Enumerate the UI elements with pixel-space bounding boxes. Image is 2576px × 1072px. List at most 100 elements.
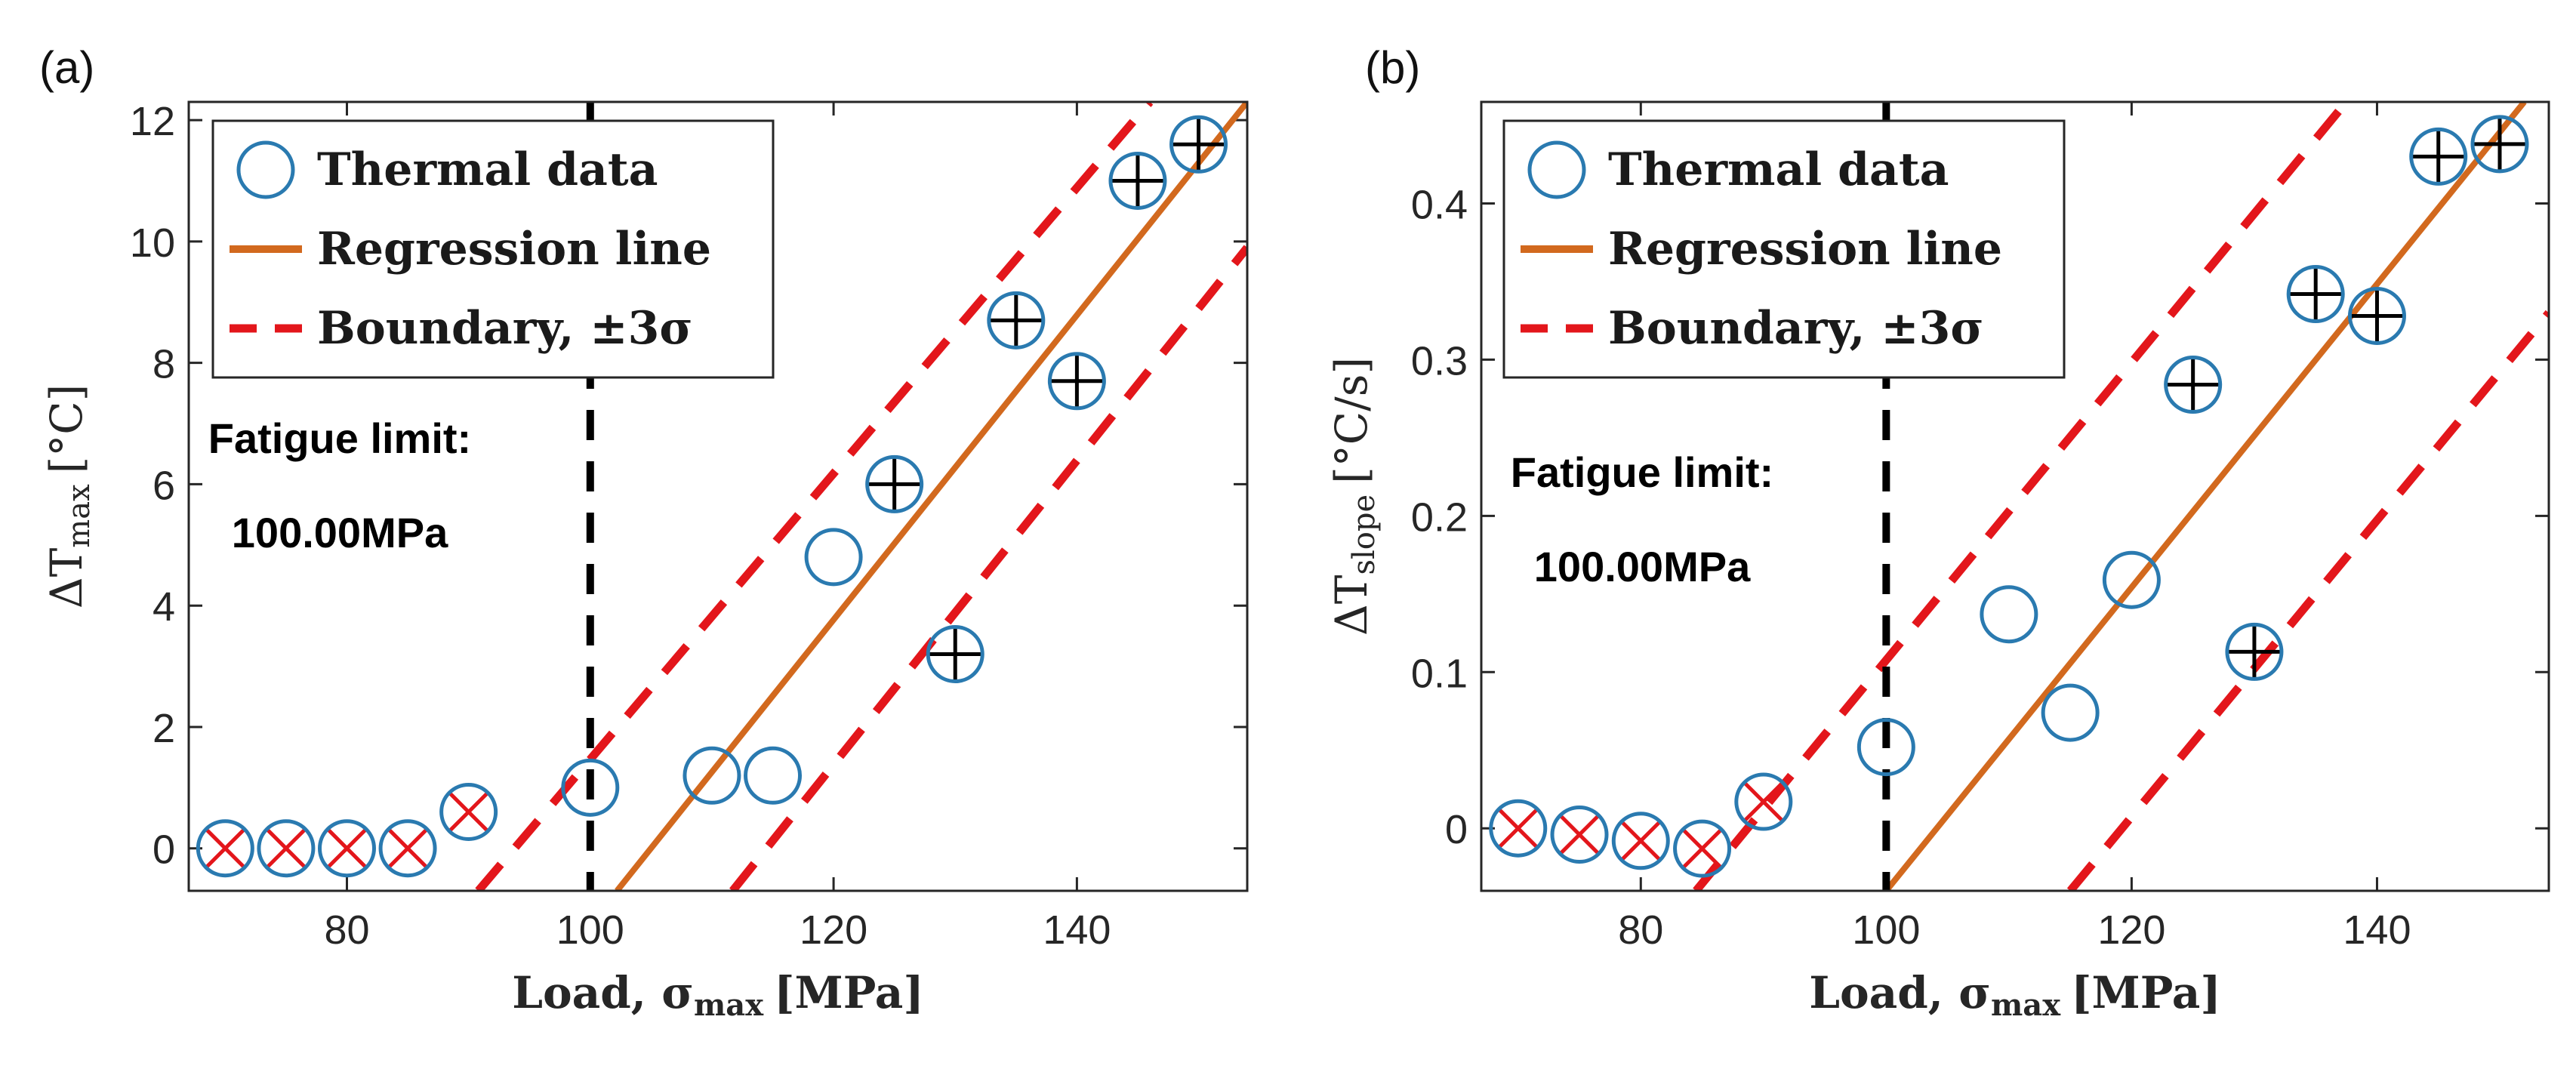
svg-text:ΔTslope[°C/s]: ΔTslope [°C/s] xyxy=(1326,357,1382,636)
legend-box xyxy=(1502,119,2066,379)
legend-box xyxy=(211,119,775,379)
x-tick-label: 80 xyxy=(324,907,369,953)
panel-label: (b) xyxy=(1365,42,1420,93)
data-point xyxy=(2409,127,2468,186)
y-tick-label: 2 xyxy=(153,706,175,751)
data-point xyxy=(2225,622,2284,681)
y-tick-label: 10 xyxy=(130,220,175,266)
x-axis-label-sub: max xyxy=(694,987,764,1023)
data-point xyxy=(561,758,620,817)
fatigue-limit-title: Fatigue limit: xyxy=(208,414,471,462)
y-tick-label: 12 xyxy=(130,99,175,144)
data-point xyxy=(1857,718,1915,777)
x-tick-label: 140 xyxy=(2343,907,2411,953)
regression-line xyxy=(615,102,1247,891)
data-point xyxy=(1611,812,1670,870)
legend: Thermal data Regression line Boundary, ±3σ xyxy=(211,119,775,379)
cross-marker xyxy=(204,827,247,870)
chart-panel-a: (a) 0 2 4 6 8 10 12 80 100 120 140 Fatigue limit:… xyxy=(39,42,1249,1023)
data-point xyxy=(2102,550,2161,609)
legend-circle-symbol xyxy=(1527,140,1586,199)
legend-entry-label: Thermal data xyxy=(317,143,658,196)
y-tick-label: 4 xyxy=(153,584,175,630)
data-point xyxy=(1108,152,1167,210)
boundary-lower-line xyxy=(2066,310,2549,891)
fatigue-limit-value: 100.00MPa xyxy=(232,509,448,556)
y-axis-label-unit: [°C/s] xyxy=(1326,357,1377,484)
data-point xyxy=(257,819,316,878)
y-tick-label: 6 xyxy=(153,463,175,508)
x-axis-label-main: Load, σ xyxy=(512,967,694,1018)
x-axis-label-unit: [MPa] xyxy=(774,967,924,1018)
data-point xyxy=(926,625,984,683)
data-point xyxy=(2164,356,2223,414)
legend-entry-label: Regression line xyxy=(317,223,711,276)
y-tick-label: 0.1 xyxy=(1411,651,1468,696)
x-tick-labels: 80 100 120 140 xyxy=(324,907,1111,953)
boundary-lower-line xyxy=(729,245,1247,891)
regression-line-group xyxy=(1884,102,2527,891)
data-point xyxy=(196,819,254,878)
x-axis-label-sub: max xyxy=(1991,987,2061,1023)
regression-line-group xyxy=(615,102,1247,891)
data-point xyxy=(1550,806,1609,864)
svg-text:Load, σmax[MPa]: Load, σmax [MPa] xyxy=(1809,967,2221,1023)
fatigue-limit-title: Fatigue limit: xyxy=(1511,448,1773,496)
data-point xyxy=(1673,819,1732,878)
data-point xyxy=(1980,585,2038,644)
x-axis-label: Load, σmax [MPa] xyxy=(1809,967,2221,1023)
y-tick-label: 0 xyxy=(153,827,175,873)
cross-marker xyxy=(1558,813,1601,856)
data-point xyxy=(378,819,437,878)
data-markers xyxy=(196,115,1228,878)
regression-line xyxy=(1884,102,2527,891)
plot-frame xyxy=(1480,100,2550,892)
y-axis-label-sub: slope xyxy=(1347,494,1382,575)
y-tick-label: 0.3 xyxy=(1411,338,1468,384)
chart-panel-b: (b) 0 0.1 0.2 0.3 0.4 80 100 120 140 Fatigue li… xyxy=(1326,42,2550,1023)
legend: Thermal data Regression line Boundary, ±3σ xyxy=(1502,119,2066,379)
x-axis-label-unit: [MPa] xyxy=(2071,967,2221,1018)
x-tick-label: 100 xyxy=(1852,907,1920,953)
fatigue-limit-annotation: Fatigue limit: 100.00MPa xyxy=(208,414,471,556)
data-point xyxy=(1169,115,1228,174)
cross-marker xyxy=(1681,827,1724,870)
y-axis-label-unit: [°C] xyxy=(41,384,92,474)
data-point xyxy=(683,746,741,805)
legend-entry-label: Thermal data xyxy=(1608,143,1949,196)
y-axis-label-main: ΔT xyxy=(1326,575,1377,636)
y-tick-label: 0.2 xyxy=(1411,494,1468,540)
x-tick-label: 100 xyxy=(556,907,624,953)
panel-label: (a) xyxy=(39,42,94,93)
data-point xyxy=(2041,683,2100,742)
y-axis-label: ΔTmax [°C] xyxy=(41,384,97,609)
data-markers xyxy=(1489,115,2529,878)
y-tick-label: 8 xyxy=(153,342,175,387)
legend-circle-symbol xyxy=(236,140,295,199)
x-tick-label: 120 xyxy=(2097,907,2165,953)
cross-marker xyxy=(447,790,490,833)
fatigue-limit-value: 100.00MPa xyxy=(1534,543,1751,590)
plot-frame xyxy=(187,100,1249,892)
data-point xyxy=(865,454,924,513)
boundary-lines xyxy=(1693,102,2549,891)
data-point xyxy=(987,291,1046,350)
y-tick-label: 0.4 xyxy=(1411,183,1468,228)
data-point xyxy=(2347,286,2406,345)
x-axis-label-main: Load, σ xyxy=(1809,967,1991,1018)
data-point xyxy=(804,528,863,587)
cross-marker xyxy=(1497,807,1539,849)
data-point xyxy=(439,783,498,841)
cross-marker xyxy=(387,827,429,870)
x-tick-label: 140 xyxy=(1043,907,1111,953)
fatigue-limit-annotation: Fatigue limit: 100.00MPa xyxy=(1511,448,1773,590)
data-point xyxy=(1489,799,1548,858)
y-axis-label: ΔTslope [°C/s] xyxy=(1326,357,1382,636)
x-tick-label: 80 xyxy=(1618,907,1663,953)
y-tick-labels: 0 0.1 0.2 0.3 0.4 xyxy=(1411,183,1468,853)
data-point xyxy=(1734,772,1793,831)
y-axis-label-sub: max xyxy=(62,484,97,548)
x-axis-label: Load, σmax [MPa] xyxy=(512,967,924,1023)
data-point xyxy=(2286,265,2345,324)
y-axis-label-main: ΔT xyxy=(41,547,92,608)
